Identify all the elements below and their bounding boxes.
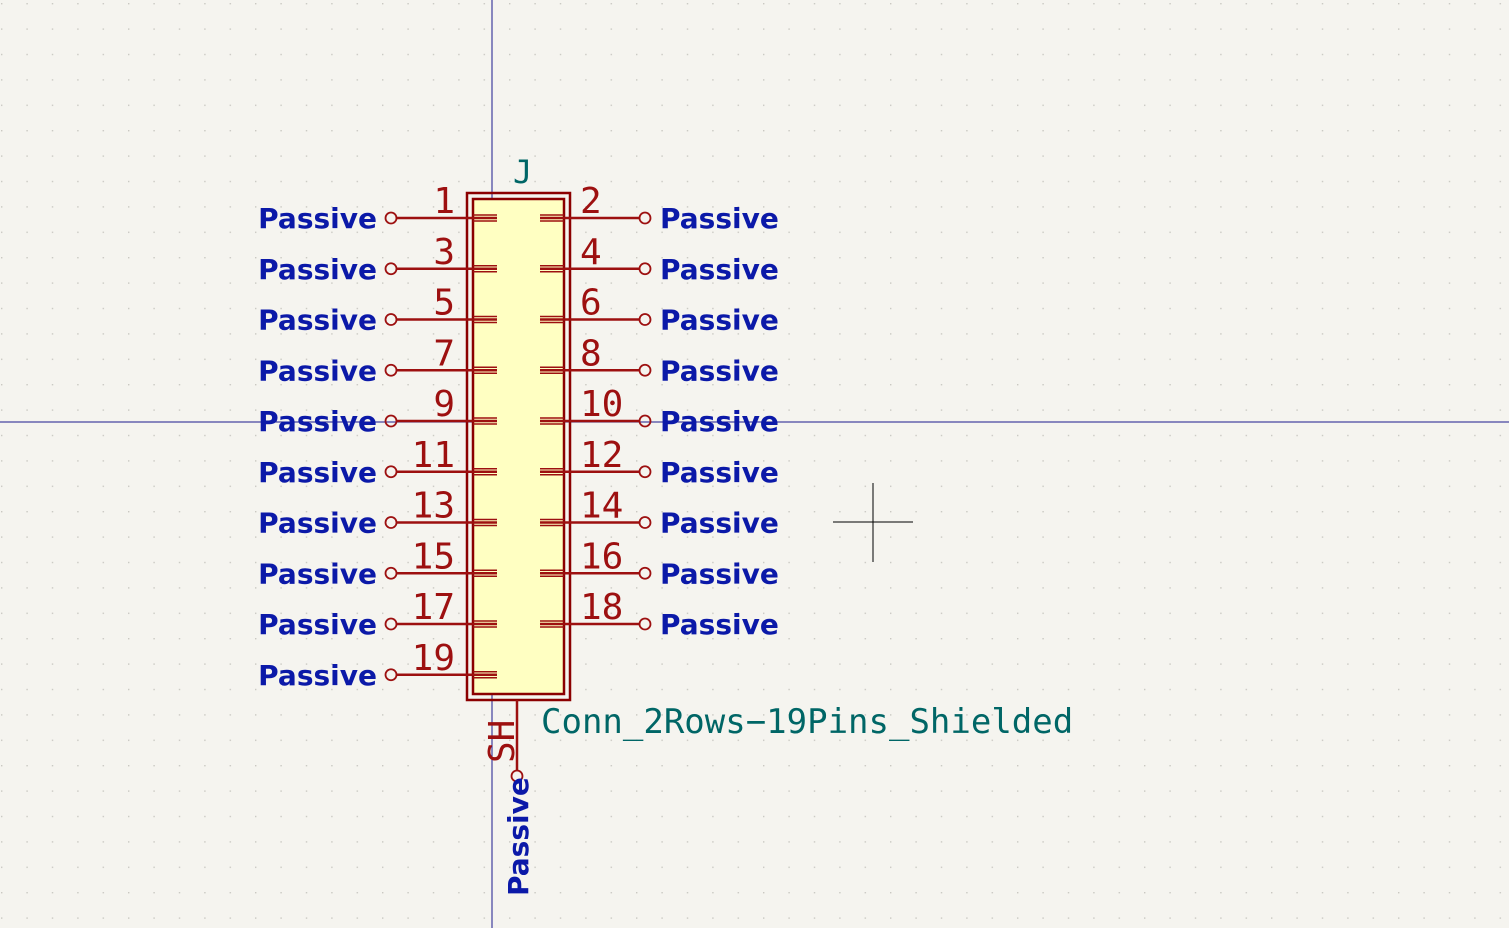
pin-type: Passive (258, 253, 377, 286)
pin-type: Passive (660, 507, 779, 540)
pin-type: Passive (660, 456, 779, 489)
shield-pin[interactable]: SH Passive (482, 700, 535, 896)
pin-endpoint (638, 516, 652, 529)
pin-2[interactable]: 2 Passive (540, 181, 779, 235)
pin-type: Passive (258, 202, 377, 235)
pin-endpoint (384, 363, 398, 377)
pin-endpoint (384, 313, 398, 326)
pin-number: 8 (580, 333, 602, 374)
shield-pin-type: Passive (502, 777, 535, 896)
symbol-body (471, 197, 566, 696)
pin-type: Passive (258, 507, 377, 540)
value-field[interactable]: Conn_2Rows−19Pins_Shielded (541, 702, 1073, 742)
pin-number: 19 (412, 638, 455, 679)
pin-endpoint (384, 617, 398, 631)
pin-number: 17 (412, 587, 455, 628)
pin-number: 13 (412, 486, 455, 527)
pin-19[interactable]: 19 Passive (258, 638, 497, 692)
pin-type: Passive (258, 659, 377, 692)
pin-number: 15 (412, 536, 455, 577)
pin-endpoint (638, 465, 652, 479)
pin-endpoint (638, 211, 652, 225)
pin-number: 3 (433, 232, 455, 273)
pin-type: Passive (660, 557, 779, 590)
shield-pin-number: SH (482, 720, 523, 763)
pin-number: 11 (412, 435, 455, 476)
pin-endpoint (638, 566, 652, 580)
pin-endpoint (384, 668, 398, 682)
pin-13[interactable]: 13 Passive (258, 486, 497, 540)
pin-type: Passive (660, 405, 779, 438)
pin-type: Passive (660, 253, 779, 286)
pin-endpoint (384, 262, 398, 276)
pin-type: Passive (258, 354, 377, 387)
pin-type: Passive (258, 405, 377, 438)
cursor-crosshair (833, 483, 913, 562)
pin-12[interactable]: 12 Passive (540, 435, 779, 489)
pin-5[interactable]: 5 Passive (258, 283, 497, 337)
pin-endpoint (384, 211, 398, 225)
pin-6[interactable]: 6 Passive (540, 283, 779, 337)
pin-16[interactable]: 16 Passive (540, 536, 779, 590)
pin-type: Passive (660, 354, 779, 387)
pin-number: 9 (433, 384, 455, 425)
pin-type: Passive (660, 202, 779, 235)
pin-number: 2 (580, 181, 602, 222)
pin-17[interactable]: 17 Passive (258, 587, 497, 641)
shield-pin-endpoint (510, 769, 524, 783)
pin-11[interactable]: 11 Passive (258, 435, 497, 489)
pin-number: 10 (580, 384, 623, 425)
pin-endpoint (384, 516, 398, 529)
pin-number: 14 (580, 486, 623, 527)
pin-18[interactable]: 18 Passive (540, 587, 779, 641)
pin-type: Passive (660, 304, 779, 337)
pin-type: Passive (660, 608, 779, 641)
reference-designator[interactable]: J (513, 153, 532, 191)
symbol-body-outer (465, 191, 572, 702)
connector-symbol[interactable]: J Conn_2Rows−19Pins_Shielded 1 Passive 3 Pa… (258, 153, 1073, 896)
pin-15[interactable]: 15 Passive (258, 536, 497, 590)
right-pin-group: 2 Passive 4 Passive 6 Passive 8 Passive 10 Passiv… (540, 181, 779, 641)
pin-endpoint (384, 465, 398, 479)
pin-number: 4 (580, 232, 602, 273)
pin-type: Passive (258, 608, 377, 641)
pin-type: Passive (258, 456, 377, 489)
pin-type: Passive (258, 557, 377, 590)
pin-4[interactable]: 4 Passive (540, 232, 779, 286)
pin-endpoint (638, 262, 652, 276)
pin-endpoint (638, 363, 652, 377)
pin-number: 1 (433, 181, 455, 222)
pin-type: Passive (258, 304, 377, 337)
pin-8[interactable]: 8 Passive (540, 333, 779, 387)
pin-9[interactable]: 9 Passive (258, 384, 497, 438)
pin-endpoint (638, 617, 652, 631)
pin-number: 7 (433, 333, 455, 374)
pin-1[interactable]: 1 Passive (258, 181, 497, 235)
pin-10[interactable]: 10 Passive (540, 384, 779, 438)
left-pin-group: 1 Passive 3 Passive 5 Passive 7 Passive 9 Passive… (258, 181, 497, 692)
pin-number: 6 (580, 283, 602, 324)
pin-endpoint (384, 414, 398, 428)
pin-number: 5 (433, 283, 455, 324)
pin-7[interactable]: 7 Passive (258, 333, 497, 387)
pin-number: 16 (580, 536, 623, 577)
pin-14[interactable]: 14 Passive (540, 486, 779, 540)
pin-number: 12 (580, 435, 623, 476)
pin-endpoint (384, 566, 398, 580)
pin-endpoint (638, 313, 652, 326)
pin-endpoint (638, 414, 652, 428)
pin-3[interactable]: 3 Passive (258, 232, 497, 286)
pin-number: 18 (580, 587, 623, 628)
